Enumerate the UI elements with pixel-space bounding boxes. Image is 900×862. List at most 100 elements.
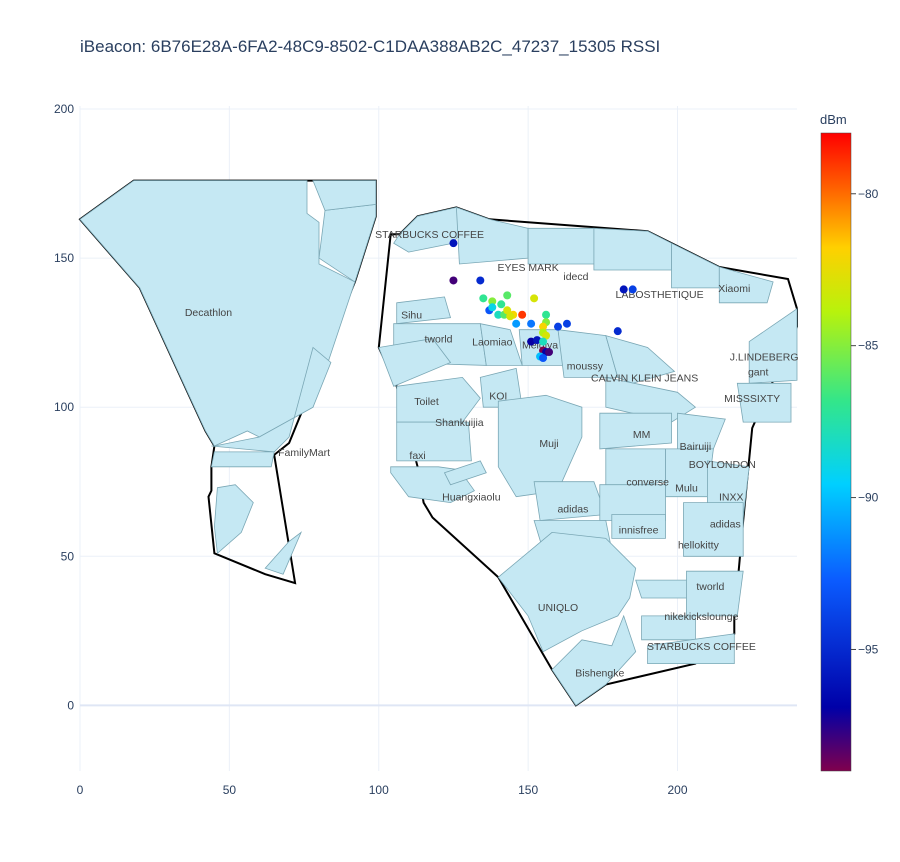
x-tick-label: 200 (667, 783, 687, 797)
data-point (476, 276, 485, 285)
chart-title: iBeacon: 6B76E28A-6FA2-48C9-8502-C1DAA38… (80, 37, 660, 56)
store-label: LABOSTHETIQUE (616, 289, 704, 301)
store-area (593, 227, 672, 271)
store-label: converse (626, 477, 669, 489)
colorbar-ticks: −80 −85 −90 −95 (851, 187, 879, 656)
data-point (530, 294, 539, 303)
store-label: INXX (719, 492, 744, 504)
store-label: Laomiao (472, 337, 512, 349)
store-area (599, 412, 672, 450)
store-area (605, 335, 676, 384)
store-area (527, 227, 595, 265)
store-label: CALVIN KLEIN JEANS (591, 372, 698, 384)
colorbar: dBm −80 −85 −90 −95 (820, 112, 879, 772)
colorbar-title: dBm (820, 112, 847, 127)
data-point (503, 291, 512, 300)
store-label: Toilet (414, 396, 439, 408)
store-label: KOI (489, 390, 507, 402)
data-point (533, 336, 542, 345)
store-area (497, 394, 583, 498)
store-area (671, 242, 720, 289)
store-label: Bairuiji (680, 441, 712, 453)
y-tick-label: 50 (61, 549, 75, 563)
store-area (686, 570, 744, 617)
data-points (449, 239, 637, 362)
data-point (613, 327, 622, 336)
store-label: Decathlon (185, 307, 232, 319)
store-area (210, 451, 275, 468)
store-label: J.LINDEBERG (730, 351, 799, 363)
x-tick-label: 150 (518, 783, 538, 797)
data-point (512, 319, 521, 328)
store-label: moussy (567, 360, 604, 372)
store-label: hellokitty (678, 539, 720, 551)
colorbar-tick-label: −85 (858, 339, 879, 353)
data-point (503, 306, 512, 315)
store-label: MM (633, 429, 651, 441)
store-area (396, 376, 481, 423)
data-point (506, 312, 515, 321)
store-label: idecd (563, 271, 588, 283)
data-point (488, 297, 497, 306)
store-area (396, 421, 472, 462)
store-label: faxi (409, 450, 425, 462)
data-point (488, 303, 497, 312)
store-label: FamilyMart (278, 447, 330, 459)
store-area (318, 203, 377, 283)
x-tick-label: 100 (369, 783, 389, 797)
data-point (539, 353, 548, 362)
data-point (562, 319, 571, 328)
x-axis-ticks: 0 50 100 150 200 (77, 783, 688, 797)
store-area (683, 502, 744, 557)
store-label: MISSSIXTY (724, 393, 780, 405)
data-point (542, 310, 551, 319)
data-point (518, 310, 527, 319)
store-label: Mulu (675, 483, 698, 495)
floor-plan (78, 179, 798, 707)
data-point (619, 285, 628, 294)
y-tick-label: 200 (54, 102, 74, 116)
store-label: tworld (424, 334, 452, 346)
store-area (396, 296, 452, 325)
store-label: tworld (696, 581, 724, 593)
store-label: BOYLONDON (689, 459, 756, 471)
colorbar-tick-label: −95 (858, 642, 879, 656)
data-point (542, 331, 551, 340)
data-point (539, 322, 548, 331)
x-tick-label: 50 (223, 783, 237, 797)
y-tick-label: 100 (54, 400, 74, 414)
store-area (497, 531, 637, 653)
x-tick-label: 0 (77, 783, 84, 797)
colorbar-tick-label: −80 (858, 187, 879, 201)
data-point (479, 294, 488, 303)
data-point (449, 276, 458, 285)
data-point (527, 319, 536, 328)
store-area (736, 382, 792, 423)
colorbar-gradient (820, 132, 852, 772)
data-point (494, 310, 503, 319)
store-label: nikekickslounge (664, 611, 738, 623)
store-labels: Decathlon FamilyMart STARBUCKS COFFEE EYES … (185, 229, 799, 679)
store-label: Shankuijia (435, 417, 484, 429)
store-label: Bishengke (575, 668, 624, 680)
store-area (213, 484, 254, 555)
data-point (554, 322, 562, 331)
store-area (378, 338, 452, 387)
store-area (443, 460, 487, 486)
data-point (527, 337, 536, 346)
store-area (611, 514, 666, 539)
store-area (718, 266, 774, 304)
data-point (449, 239, 458, 248)
data-point (545, 348, 554, 357)
y-axis-ticks: 0 50 100 150 200 (54, 102, 74, 712)
colorbar-tick-label: −90 (858, 491, 879, 505)
store-area (211, 346, 332, 453)
store-area (264, 531, 303, 575)
store-label: Huangxiaolu (442, 492, 501, 504)
data-point (539, 337, 548, 346)
store-label: gant (748, 366, 769, 378)
store-label: Muji (539, 438, 558, 450)
y-tick-label: 0 (67, 698, 74, 712)
